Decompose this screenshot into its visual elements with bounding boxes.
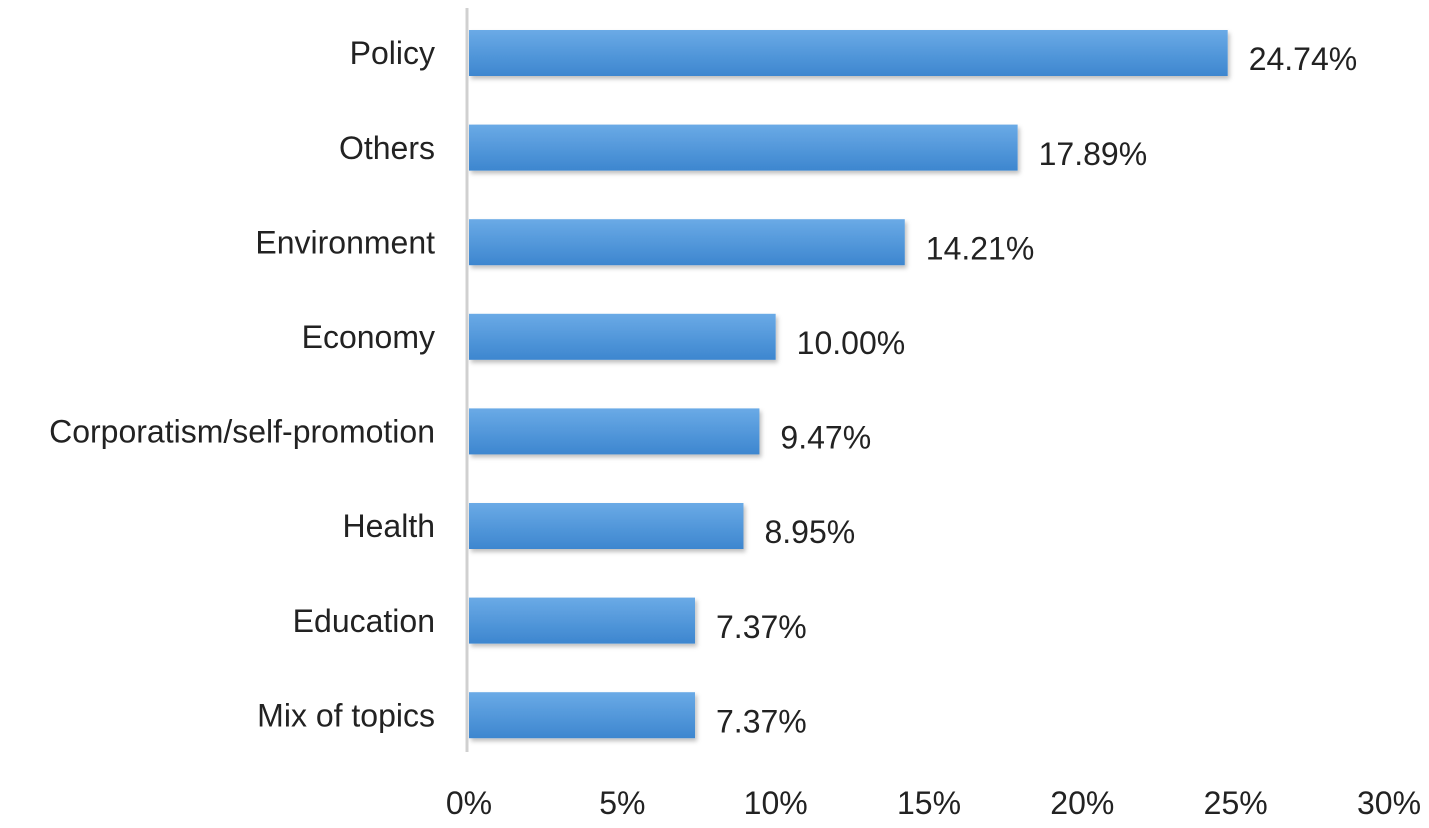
bar [469,124,1018,171]
data-label: 9.47% [780,420,871,456]
category-labels-group: Policy Others Environment Economy Corporatis… [49,35,435,733]
category-label: Health [343,508,436,544]
bar [469,313,776,360]
category-label: Mix of topics [257,697,435,733]
bar [469,408,760,455]
x-axis-ticks-group: 0% 5% 10% 15% 20% 25% 30% [446,785,1421,821]
data-label: 24.74% [1249,41,1358,77]
bar [469,597,696,644]
x-tick-label: 20% [1050,785,1114,821]
category-label: Economy [302,319,435,355]
x-tick-label: 5% [599,785,645,821]
category-label: Education [293,603,435,639]
x-tick-label: 0% [446,785,492,821]
bar [469,503,744,549]
value-labels-group: 24.74% 17.89% 14.21% 10.00% 9.47% 8.95% 7.37% 7… [716,41,1357,739]
data-label: 7.37% [716,703,807,739]
x-tick-label: 10% [744,785,808,821]
data-label: 10.00% [797,325,906,361]
data-label: 14.21% [926,230,1035,266]
category-label: Policy [350,35,435,71]
bars-group [469,30,1228,739]
data-label: 8.95% [764,514,855,550]
x-tick-label: 25% [1204,785,1268,821]
category-label: Corporatism/self-promotion [49,414,435,450]
bar [469,219,905,266]
category-label: Others [339,130,435,166]
bar [469,30,1228,76]
x-tick-label: 15% [897,785,961,821]
data-label: 17.89% [1039,136,1148,172]
data-label: 7.37% [716,609,807,645]
x-tick-label: 30% [1357,785,1421,821]
category-label: Environment [255,224,435,260]
bar [469,692,696,739]
